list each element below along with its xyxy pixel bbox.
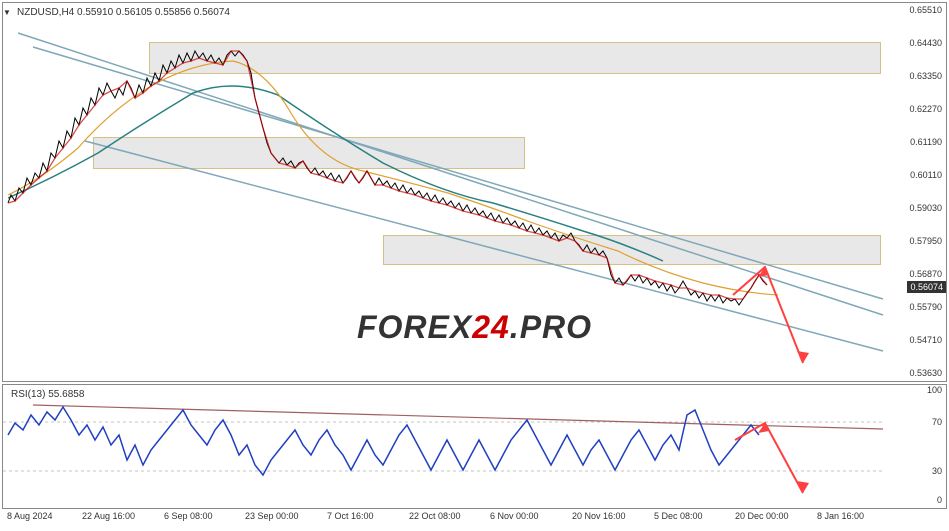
watermark-24: 24	[472, 309, 510, 345]
rsi-indicator-chart: RSI(13) 55.6858 100 70 30 0	[2, 384, 947, 509]
rsi-y-label: 70	[932, 417, 942, 427]
x-label: 20 Dec 00:00	[735, 511, 789, 521]
x-label: 6 Sep 08:00	[164, 511, 213, 521]
x-label: 22 Aug 16:00	[82, 511, 135, 521]
y-label: 0.62270	[909, 104, 942, 114]
y-label: 0.57950	[909, 236, 942, 246]
rsi-svg	[3, 385, 948, 508]
x-label: 8 Aug 2024	[7, 511, 53, 521]
y-label: 0.53630	[909, 368, 942, 378]
rsi-y-label: 0	[937, 495, 942, 505]
watermark-forex: FOREX	[357, 309, 472, 345]
y-label: 0.59030	[909, 203, 942, 213]
x-label: 7 Oct 16:00	[327, 511, 374, 521]
y-label: 0.54710	[909, 335, 942, 345]
y-label: 0.60110	[910, 170, 942, 180]
y-label: 0.55790	[909, 302, 942, 312]
x-label: 5 Dec 08:00	[654, 511, 703, 521]
chart-symbol-title: NZDUSD,H4 0.55910 0.56105 0.55856 0.5607…	[17, 7, 230, 18]
y-label: 0.63350	[909, 71, 942, 81]
x-label: 6 Nov 00:00	[490, 511, 539, 521]
watermark-pro: .PRO	[510, 309, 592, 345]
x-label: 8 Jan 16:00	[817, 511, 864, 521]
rsi-title: RSI(13) 55.6858	[11, 389, 84, 400]
rsi-y-label: 30	[932, 466, 942, 476]
y-label: 0.61190	[910, 137, 942, 147]
y-label: 0.64430	[909, 38, 942, 48]
current-price-tag: 0.56074	[907, 281, 946, 293]
main-price-chart: ▼ NZDUSD,H4 0.55910 0.56105 0.55856 0.56…	[2, 2, 947, 382]
y-label: 0.56870	[909, 269, 942, 279]
x-label: 23 Sep 00:00	[245, 511, 299, 521]
watermark-logo: FOREX24.PRO	[357, 309, 592, 346]
x-label: 22 Oct 08:00	[409, 511, 461, 521]
x-label: 20 Nov 16:00	[572, 511, 626, 521]
y-label: 0.65510	[909, 5, 942, 15]
forex-chart-container: ▼ NZDUSD,H4 0.55910 0.56105 0.55856 0.56…	[0, 0, 949, 531]
time-axis: 8 Aug 2024 22 Aug 16:00 6 Sep 08:00 23 S…	[2, 511, 947, 529]
rsi-y-label: 100	[927, 385, 942, 395]
